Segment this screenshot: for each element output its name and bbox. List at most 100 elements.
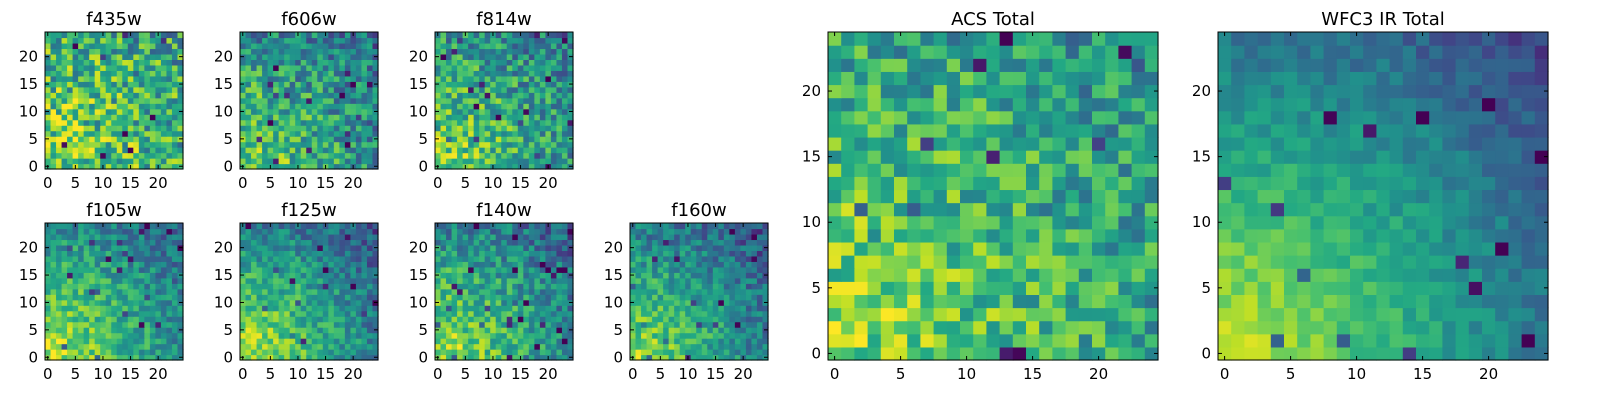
heatmap-cell bbox=[517, 332, 524, 339]
heatmap-cell bbox=[361, 250, 368, 257]
heatmap-cell bbox=[641, 327, 648, 334]
heatmap-cell bbox=[155, 283, 162, 290]
heatmap-cell bbox=[256, 114, 263, 121]
heatmap-cell bbox=[674, 228, 681, 235]
heatmap-cell bbox=[333, 108, 340, 115]
heatmap-cell bbox=[457, 305, 464, 312]
heatmap-cell bbox=[1012, 255, 1027, 269]
heatmap-cell bbox=[344, 321, 351, 328]
x-tick-label: 15 bbox=[121, 174, 140, 192]
heatmap-cell bbox=[366, 305, 374, 312]
heatmap-cell bbox=[67, 294, 74, 301]
heatmap-cell bbox=[756, 277, 764, 284]
heatmap-cell bbox=[512, 283, 519, 290]
heatmap-cell bbox=[495, 223, 502, 230]
heatmap-cell bbox=[446, 163, 453, 170]
heatmap-cell bbox=[256, 343, 263, 350]
heatmap-cell bbox=[89, 343, 96, 350]
heatmap-cell bbox=[45, 75, 52, 82]
heatmap-cell bbox=[144, 283, 151, 290]
heatmap-cell bbox=[501, 223, 508, 230]
heatmap-cell bbox=[523, 294, 530, 301]
heatmap-cell bbox=[468, 75, 475, 82]
heatmap-cell bbox=[322, 108, 329, 115]
heatmap-cell bbox=[245, 239, 252, 246]
heatmap-cell bbox=[457, 261, 464, 268]
heatmap-cell bbox=[116, 272, 123, 279]
heatmap-cell bbox=[473, 81, 480, 88]
heatmap-cell bbox=[1092, 241, 1106, 256]
heatmap-cell bbox=[284, 37, 291, 44]
heatmap-cell bbox=[273, 354, 280, 361]
heatmap-cell bbox=[523, 53, 530, 60]
heatmap-cell bbox=[138, 163, 145, 170]
heatmap-cell bbox=[435, 37, 442, 44]
heatmap-cell bbox=[517, 37, 524, 44]
heatmap-cell bbox=[696, 349, 703, 356]
heatmap-cell bbox=[462, 147, 469, 154]
heatmap-cell bbox=[740, 349, 747, 356]
heatmap-cell bbox=[45, 125, 52, 132]
heatmap-cell bbox=[100, 70, 107, 77]
heatmap-cell bbox=[166, 86, 173, 93]
heatmap-cell bbox=[473, 277, 480, 284]
heatmap-cell bbox=[366, 277, 374, 284]
heatmap-cell bbox=[372, 321, 379, 328]
heatmap-cell bbox=[166, 354, 173, 361]
heatmap-cell bbox=[973, 281, 987, 295]
heatmap-cell bbox=[149, 343, 156, 350]
heatmap-cell bbox=[111, 136, 118, 143]
heatmap-cell bbox=[641, 338, 648, 345]
heatmap-cell bbox=[729, 343, 736, 350]
heatmap-cell bbox=[89, 233, 96, 241]
heatmap-cell bbox=[160, 53, 168, 60]
heatmap-cell bbox=[734, 223, 741, 230]
heatmap-cell bbox=[1039, 176, 1053, 191]
heatmap-cell bbox=[440, 147, 447, 154]
heatmap-cell bbox=[567, 228, 574, 235]
heatmap-cell bbox=[762, 233, 769, 241]
heatmap-cell bbox=[289, 163, 296, 170]
heatmap-cell bbox=[523, 42, 530, 50]
heatmap-cell bbox=[138, 349, 145, 356]
heatmap-cell bbox=[751, 277, 758, 284]
heatmap-cell bbox=[278, 53, 285, 60]
heatmap-cell bbox=[495, 332, 502, 339]
heatmap-cell bbox=[83, 141, 90, 148]
heatmap-cell bbox=[306, 316, 313, 323]
heatmap-cell bbox=[668, 343, 675, 350]
heatmap-cell bbox=[361, 244, 368, 251]
heatmap-cell bbox=[177, 48, 184, 55]
heatmap-cell bbox=[440, 114, 447, 121]
heatmap-cell bbox=[440, 125, 447, 132]
heatmap-cell bbox=[446, 277, 453, 284]
heatmap-cell bbox=[490, 42, 497, 50]
heatmap-cell bbox=[177, 75, 184, 82]
heatmap-cell bbox=[512, 136, 519, 143]
heatmap-cell bbox=[240, 305, 247, 312]
heatmap-cell bbox=[663, 299, 670, 306]
heatmap-cell bbox=[523, 283, 530, 290]
heatmap-cell bbox=[122, 97, 129, 104]
heatmap-cell bbox=[523, 130, 530, 137]
heatmap-cell bbox=[734, 255, 741, 262]
heatmap-cell bbox=[668, 239, 675, 246]
heatmap-cell bbox=[539, 119, 546, 126]
heatmap-cell bbox=[306, 233, 313, 241]
heatmap-cell bbox=[501, 228, 508, 235]
heatmap-cell bbox=[920, 281, 935, 295]
heatmap-cell bbox=[685, 244, 692, 251]
heatmap-cell bbox=[668, 266, 675, 273]
heatmap-cell bbox=[177, 152, 184, 159]
heatmap-cell bbox=[366, 250, 374, 257]
heatmap-cell bbox=[468, 327, 475, 334]
heatmap-cell bbox=[149, 125, 156, 132]
heatmap-cell bbox=[495, 321, 502, 328]
heatmap-cell bbox=[251, 97, 258, 104]
heatmap-cell bbox=[545, 158, 552, 165]
heatmap-cell bbox=[289, 239, 296, 246]
heatmap-cell bbox=[344, 294, 351, 301]
heatmap-cell bbox=[696, 316, 703, 323]
heatmap-cell bbox=[251, 239, 258, 246]
heatmap-cell bbox=[1026, 307, 1040, 322]
